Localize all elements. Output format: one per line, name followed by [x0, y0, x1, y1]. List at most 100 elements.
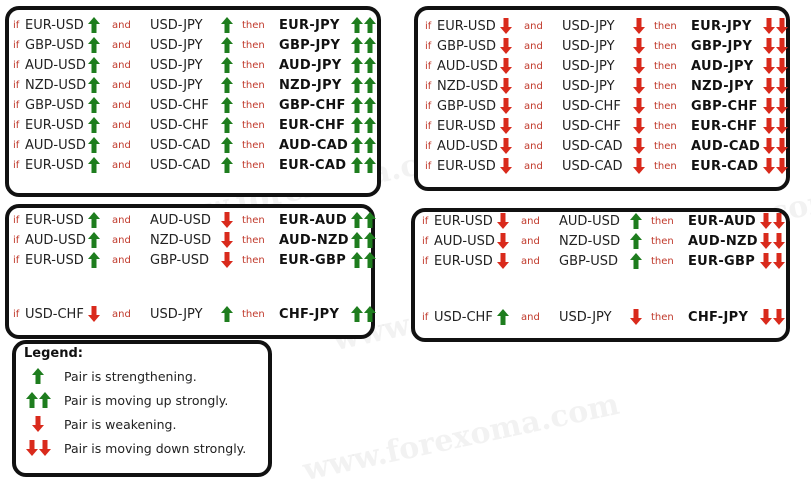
first-pair: USD-CHF	[434, 310, 493, 325]
and-keyword: and	[112, 215, 131, 226]
arrow-down-icon	[500, 58, 512, 76]
first-pair: EUR-USD	[437, 159, 496, 174]
double-arrow-down-icon	[26, 440, 51, 458]
panel-usd-cross-up	[5, 6, 381, 197]
arrow-down-icon	[630, 309, 642, 327]
then-keyword: then	[242, 160, 265, 171]
result-pair: GBP-CHF	[279, 98, 346, 113]
if-keyword: if	[425, 161, 432, 172]
and-keyword: and	[112, 255, 131, 266]
second-pair: USD-JPY	[150, 58, 203, 73]
first-pair: AUD-USD	[25, 233, 86, 248]
double-arrow-down-icon	[760, 213, 785, 231]
second-pair: USD-CAD	[150, 138, 211, 153]
then-keyword: then	[654, 121, 677, 132]
arrow-up-icon	[630, 233, 642, 251]
second-pair: USD-JPY	[562, 19, 615, 34]
panel-divergent-down	[411, 208, 790, 342]
first-pair: EUR-USD	[25, 118, 84, 133]
then-keyword: then	[242, 120, 265, 131]
first-pair: NZD-USD	[25, 78, 87, 93]
arrow-down-icon	[633, 38, 645, 56]
first-pair: GBP-USD	[25, 98, 85, 113]
rule-row: if EUR-USD and USD-CHF then EUR-CHF	[13, 116, 376, 136]
rule-row: if NZD-USD and USD-JPY then NZD-JPY	[425, 77, 788, 97]
and-keyword: and	[521, 256, 540, 267]
if-keyword: if	[13, 160, 20, 171]
arrow-down-icon	[633, 18, 645, 36]
rule-row: if EUR-USD and GBP-USD then EUR-GBP	[13, 251, 376, 271]
and-keyword: and	[112, 100, 131, 111]
arrow-down-icon	[497, 213, 509, 231]
if-keyword: if	[422, 312, 429, 323]
first-pair: EUR-USD	[437, 19, 496, 34]
first-pair: GBP-USD	[437, 99, 497, 114]
rule-row: if EUR-USD and USD-CHF then EUR-CHF	[425, 117, 788, 137]
double-arrow-down-icon	[760, 253, 785, 271]
then-keyword: then	[654, 161, 677, 172]
if-keyword: if	[422, 216, 429, 227]
result-pair: AUD-NZD	[279, 233, 349, 248]
legend-title: Legend:	[24, 346, 83, 361]
and-keyword: and	[112, 235, 131, 246]
double-arrow-up-icon	[26, 392, 51, 410]
first-pair: AUD-USD	[437, 59, 498, 74]
then-keyword: then	[651, 312, 674, 323]
arrow-up-icon	[32, 368, 44, 386]
and-keyword: and	[112, 160, 131, 171]
rule-row: if AUD-USD and USD-CAD then AUD-CAD	[425, 137, 788, 157]
legend-text: Pair is moving up strongly.	[64, 393, 229, 408]
second-pair: USD-JPY	[559, 310, 612, 325]
second-pair: USD-CAD	[562, 159, 623, 174]
second-pair: USD-JPY	[150, 78, 203, 93]
and-keyword: and	[524, 161, 543, 172]
first-pair: AUD-USD	[25, 138, 86, 153]
then-keyword: then	[654, 21, 677, 32]
first-pair: EUR-USD	[434, 214, 493, 229]
if-keyword: if	[13, 40, 20, 51]
and-keyword: and	[112, 60, 131, 71]
second-pair: NZD-USD	[150, 233, 212, 248]
first-pair: EUR-USD	[434, 254, 493, 269]
then-keyword: then	[654, 61, 677, 72]
then-keyword: then	[651, 216, 674, 227]
arrow-down-icon	[497, 233, 509, 251]
rule-row: if USD-CHF and USD-JPY then CHF-JPY	[13, 305, 376, 325]
legend-text: Pair is weakening.	[64, 417, 177, 432]
rule-row: if EUR-USD and USD-CAD then EUR-CAD	[425, 157, 788, 177]
result-pair: EUR-CAD	[279, 158, 347, 173]
arrow-down-icon	[500, 78, 512, 96]
result-pair: CHF-JPY	[279, 307, 340, 322]
if-keyword: if	[425, 41, 432, 52]
first-pair: AUD-USD	[25, 58, 86, 73]
result-pair: EUR-GBP	[279, 253, 347, 268]
second-pair: USD-CAD	[150, 158, 211, 173]
double-arrow-down-icon	[763, 78, 788, 96]
rule-row: if USD-CHF and USD-JPY then CHF-JPY	[422, 308, 785, 328]
double-arrow-down-icon	[763, 138, 788, 156]
double-arrow-up-icon	[351, 252, 376, 270]
second-pair: GBP-USD	[559, 254, 619, 269]
arrow-up-icon	[88, 137, 100, 155]
double-arrow-down-icon	[760, 233, 785, 251]
arrow-down-icon	[32, 416, 44, 434]
arrow-up-icon	[88, 252, 100, 270]
and-keyword: and	[112, 40, 131, 51]
arrow-down-icon	[221, 212, 233, 230]
arrow-up-icon	[221, 117, 233, 135]
second-pair: USD-JPY	[562, 59, 615, 74]
arrow-up-icon	[221, 17, 233, 35]
arrow-up-icon	[221, 97, 233, 115]
and-keyword: and	[521, 216, 540, 227]
arrow-down-icon	[221, 252, 233, 270]
double-arrow-up-icon	[351, 97, 376, 115]
arrow-down-icon	[500, 98, 512, 116]
rule-row: if NZD-USD and USD-JPY then NZD-JPY	[13, 76, 376, 96]
second-pair: USD-JPY	[562, 39, 615, 54]
and-keyword: and	[524, 61, 543, 72]
double-arrow-down-icon	[763, 158, 788, 176]
result-pair: AUD-CAD	[691, 139, 761, 154]
then-keyword: then	[242, 215, 265, 226]
watermark-text-4: www.forexoma.com	[299, 386, 623, 489]
arrow-down-icon	[500, 18, 512, 36]
